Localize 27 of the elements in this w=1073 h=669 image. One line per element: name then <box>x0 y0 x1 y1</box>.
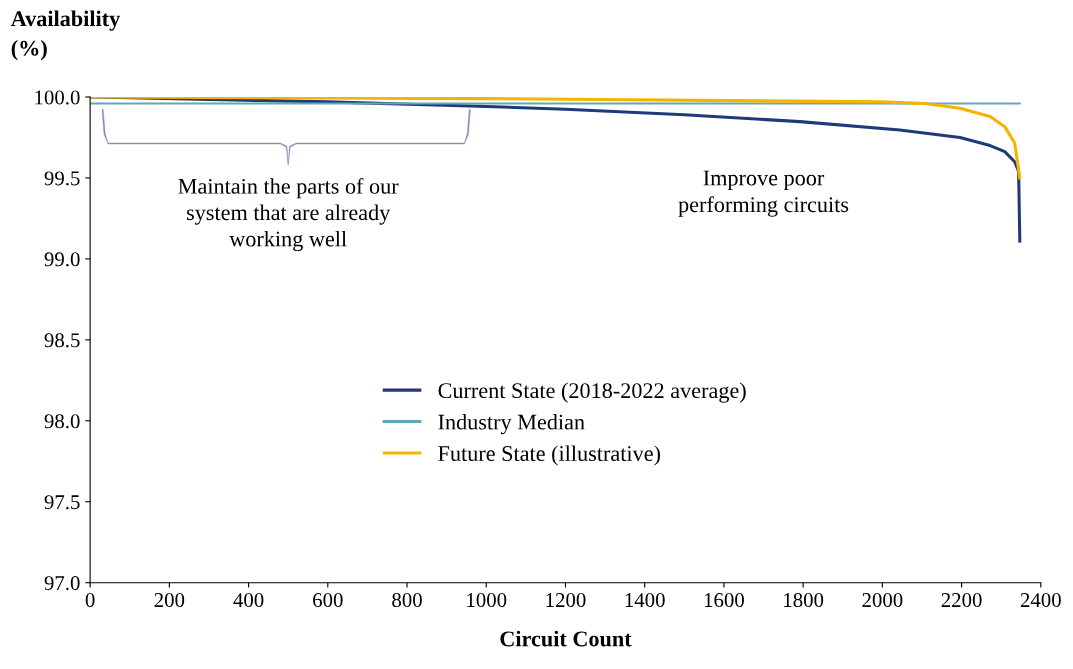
legend-label: Industry Median <box>438 413 585 435</box>
annotation: Maintain the parts of our system that are already working well <box>178 177 399 252</box>
x-tick-label: 1200 <box>546 593 586 608</box>
x-tick-label: 1400 <box>625 593 665 608</box>
x-tick-label: 2200 <box>941 593 982 608</box>
x-tick-label: 1000 <box>467 593 507 608</box>
x-tick-label: 2000 <box>862 593 903 608</box>
x-tick-label: 1600 <box>704 593 744 608</box>
legend-label: Current State (2018-2022 average) <box>438 382 746 403</box>
x-tick-label: 600 <box>313 593 343 608</box>
x-tick-label: 800 <box>392 593 422 608</box>
y-axis-title: Availability (%) <box>10 10 120 61</box>
x-tick-label: 0 <box>85 593 95 608</box>
x-axis-title: Circuit Count <box>500 630 632 647</box>
x-tick-label: 200 <box>154 593 185 608</box>
y-tick-label: 97.5 <box>44 495 80 510</box>
y-tick-label: 100.0 <box>35 90 80 105</box>
x-tick-label: 400 <box>233 593 264 608</box>
y-tick-label: 97.0 <box>44 576 80 591</box>
x-tick-label: 1800 <box>784 593 824 608</box>
y-tick-label: 98.0 <box>44 414 80 429</box>
y-tick-label: 99.5 <box>44 171 80 186</box>
legend-label: Future State (illustrative) <box>438 445 660 466</box>
annotation: Improve poor performing circuits <box>678 170 849 217</box>
y-tick-label: 99.0 <box>44 252 80 267</box>
x-tick-label: 2400 <box>1020 593 1061 608</box>
y-tick-label: 98.5 <box>44 333 80 348</box>
